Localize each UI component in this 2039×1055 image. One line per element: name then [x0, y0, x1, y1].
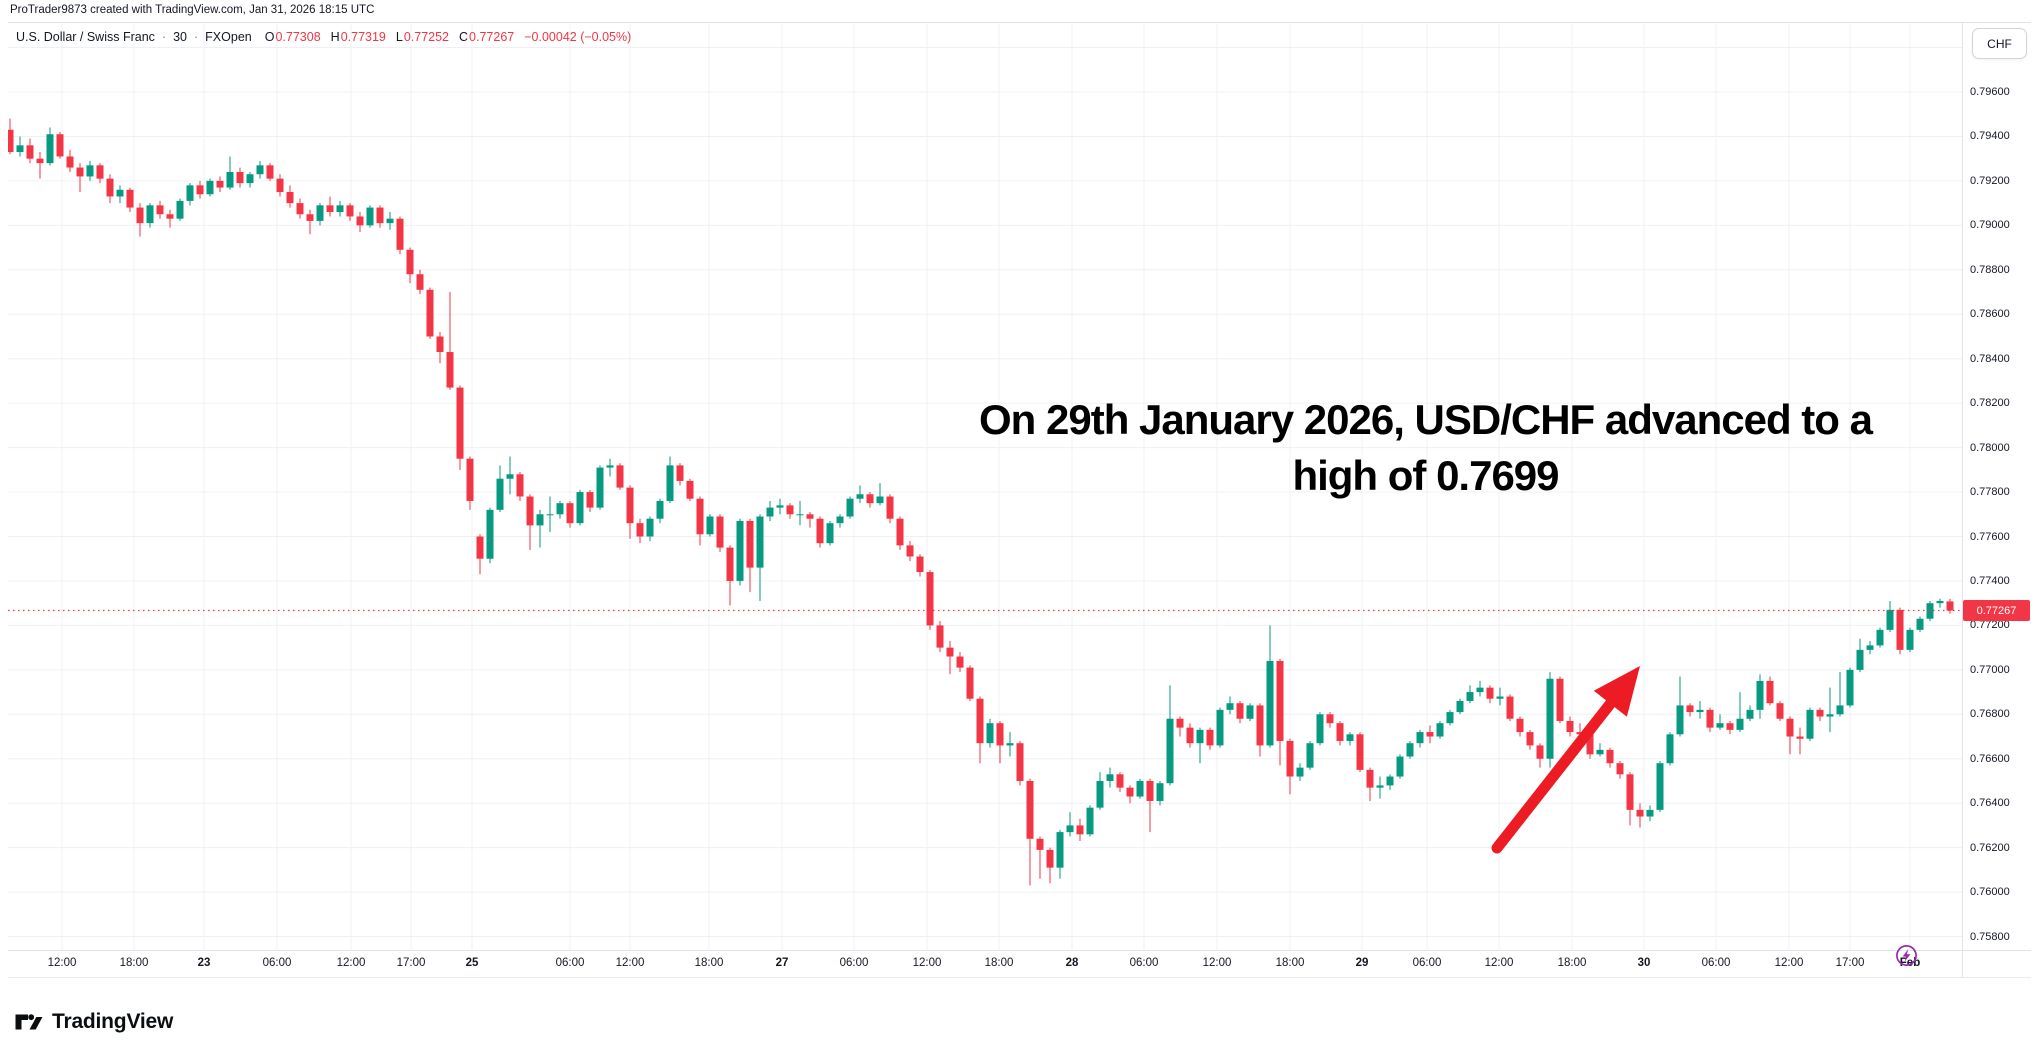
time-axis-label: 12:00: [912, 957, 942, 969]
price-axis-label: 0.78600: [1970, 308, 2010, 321]
close-value: 0.77267: [469, 30, 515, 44]
annotation-text: On 29th January 2026, USD/CHF advanced t…: [953, 392, 1898, 504]
time-axis-label: 12:00: [1774, 957, 1804, 969]
price-axis-label: 0.77000: [1970, 663, 2010, 676]
legend-separator: ·: [161, 30, 167, 44]
lightning-event-icon[interactable]: [1895, 944, 1918, 967]
price-axis-label: 0.76400: [1970, 797, 2010, 810]
time-axis-label: 06:00: [1701, 957, 1731, 969]
time-axis-label: 06:00: [1129, 957, 1159, 969]
time-axis-label: 06:00: [1412, 957, 1442, 969]
high-value: 0.77319: [340, 30, 386, 44]
time-axis-label: 12:00: [615, 957, 645, 969]
pane-top-border: [8, 22, 2031, 23]
time-axis-label: 12:00: [336, 957, 366, 969]
price-axis-label: 0.76800: [1970, 708, 2010, 721]
interval-label: 30: [173, 30, 187, 44]
price-axis-label: 0.76600: [1970, 752, 2010, 765]
price-axis-label: 0.78400: [1970, 352, 2010, 365]
attribution-text: ProTrader9873 created with TradingView.c…: [10, 4, 375, 16]
time-axis-label: 06:00: [262, 957, 292, 969]
annotation-line-1: On 29th January 2026, USD/CHF advanced t…: [979, 396, 1873, 443]
time-axis-bottom-border: [8, 977, 2031, 978]
time-axis-label: 18:00: [119, 957, 149, 969]
time-axis-label: 18:00: [984, 957, 1014, 969]
price-axis-label: 0.78800: [1970, 263, 2010, 276]
change-value: −0.00042 (−0.05%): [524, 30, 632, 44]
time-axis-label: 17:00: [396, 957, 426, 969]
time-axis-label: 23: [197, 957, 211, 969]
high-label: H: [330, 30, 340, 44]
price-axis-label: 0.79000: [1970, 219, 2010, 232]
ohlc-values: O0.77308 H0.77319 L0.77252 C0.77267 −0.0…: [265, 30, 632, 44]
price-axis-label: 0.78000: [1970, 441, 2010, 454]
symbol-title: U.S. Dollar / Swiss Franc: [16, 30, 155, 44]
open-label: O: [264, 30, 275, 44]
time-axis-label: 06:00: [555, 957, 585, 969]
symbol-legend[interactable]: U.S. Dollar / Swiss Franc · 30 · FXOpen …: [16, 30, 631, 44]
time-axis-label: 12:00: [1202, 957, 1232, 969]
price-axis-label: 0.77800: [1970, 486, 2010, 499]
price-axis-label: 0.79600: [1970, 86, 2010, 98]
tradingview-logo[interactable]: TradingView: [14, 1008, 173, 1035]
tradingview-logo-text: TradingView: [52, 1009, 174, 1033]
legend-separator: ·: [194, 30, 199, 44]
time-axis-label: 27: [775, 957, 789, 969]
time-axis-label: 06:00: [839, 957, 869, 969]
time-axis-label: 29: [1355, 957, 1369, 969]
time-axis-label: 18:00: [1275, 957, 1305, 969]
price-axis-label: 0.77200: [1970, 619, 2010, 632]
open-value: 0.77308: [275, 30, 321, 44]
price-axis-label: 0.79200: [1970, 174, 2010, 187]
time-axis-label: 30: [1637, 957, 1651, 969]
price-axis-label: 0.77400: [1970, 574, 2010, 587]
low-label: L: [395, 30, 403, 44]
exchange-label: FXOpen: [205, 30, 252, 44]
annotation-line-2: high of 0.7699: [1292, 452, 1559, 499]
time-axis-label: 28: [1065, 957, 1079, 969]
low-value: 0.77252: [403, 30, 450, 44]
price-axis-separator: [1962, 22, 1963, 977]
currency-toggle-button[interactable]: CHF: [1972, 28, 2027, 59]
time-axis-label: 12:00: [47, 957, 77, 969]
plot-axis-separator: [8, 950, 2031, 951]
time-axis-label: 12:00: [1484, 957, 1514, 969]
price-axis-label: 0.76000: [1970, 886, 2010, 899]
price-axis-label: 0.79400: [1970, 130, 2010, 143]
price-axis-label: 0.78200: [1970, 397, 2010, 410]
price-axis-label: 0.75800: [1970, 930, 2010, 943]
time-axis-label: 17:00: [1835, 957, 1865, 969]
time-axis-label: 25: [465, 957, 479, 969]
last-price-badge: 0.77267: [1963, 600, 2030, 621]
price-axis-label: 0.76200: [1970, 841, 2010, 854]
price-axis-label: 0.77600: [1970, 530, 2010, 543]
time-axis-label: 18:00: [1557, 957, 1587, 969]
tradingview-logo-icon: [15, 1014, 43, 1030]
close-label: C: [459, 30, 469, 44]
time-axis-label: 18:00: [694, 957, 724, 969]
